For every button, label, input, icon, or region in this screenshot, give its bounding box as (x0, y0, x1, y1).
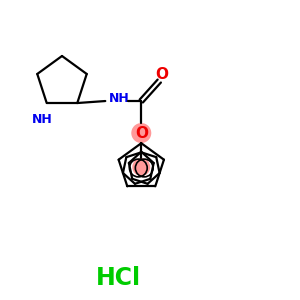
Text: O: O (135, 125, 148, 140)
Circle shape (131, 123, 151, 143)
Text: NH: NH (32, 113, 53, 126)
Text: NH: NH (109, 92, 130, 104)
Text: HCl: HCl (95, 266, 141, 290)
Text: O: O (155, 67, 168, 82)
Circle shape (132, 158, 150, 176)
